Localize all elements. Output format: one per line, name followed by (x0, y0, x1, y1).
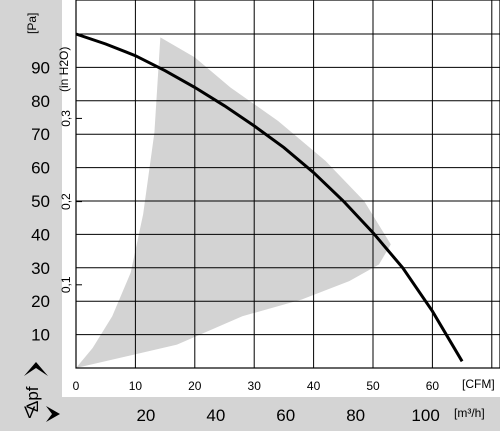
inh2o-tick-label: 0,3 (59, 110, 73, 127)
cfm-tick-label: 30 (248, 379, 262, 393)
cfm-tick-label: 60 (426, 379, 440, 393)
flow-arrow-icon (46, 406, 60, 422)
plot-frame (75, 0, 500, 369)
inh2o-tick-label: 0,2 (59, 193, 73, 210)
m3h-tick-labels: 20 40 60 80 100 (136, 406, 439, 425)
inh2o-unit-label: (in H2O) (57, 47, 71, 92)
m3h-unit-label: [m³/h] (454, 406, 485, 420)
pa-unit-label: [Pa] (25, 13, 39, 34)
m3h-tick-label: 60 (276, 406, 295, 425)
cfm-tick-label: 20 (188, 379, 202, 393)
pa-tick-label: 80 (31, 92, 50, 111)
m3h-tick-label: 80 (346, 406, 365, 425)
pa-tick-label: 10 (31, 326, 50, 345)
flow-axis-label: V̇ (24, 403, 36, 422)
cfm-tick-label: 40 (307, 379, 321, 393)
cfm-tick-label: 0 (73, 379, 80, 393)
pa-tick-label: 50 (31, 192, 50, 211)
fan-curve (75, 32, 464, 363)
pa-tick-label: 30 (31, 259, 50, 278)
bottom-axis-band (0, 397, 500, 431)
cfm-unit-label: [CFM] (462, 377, 495, 391)
operating-region (76, 37, 391, 369)
dp-arrow-icon (24, 362, 48, 376)
m3h-tick-label: 100 (411, 406, 439, 425)
inh2o-tick-label: 0,1 (59, 276, 73, 293)
pa-tick-label: 20 (31, 292, 50, 311)
grid (76, 0, 500, 368)
pa-tick-label: 40 (31, 225, 50, 244)
pa-tick-label: 70 (31, 125, 50, 144)
cfm-tick-label: 50 (366, 379, 380, 393)
m3h-tick-label: 40 (206, 406, 225, 425)
cfm-tick-label: 10 (129, 379, 143, 393)
pa-tick-label: 90 (31, 58, 50, 77)
left-axis-band (0, 0, 62, 431)
m3h-tick-label: 20 (136, 406, 155, 425)
dp-axis-label: Δpf (23, 386, 42, 412)
inh2o-tick-labels: 0,1 0,2 0,3 (59, 110, 82, 293)
cfm-tick-labels: 0 10 20 30 40 50 60 (73, 379, 440, 393)
pa-tick-label: 60 (31, 159, 50, 178)
pa-tick-labels: 10 20 30 40 50 60 70 80 90 (31, 58, 50, 344)
